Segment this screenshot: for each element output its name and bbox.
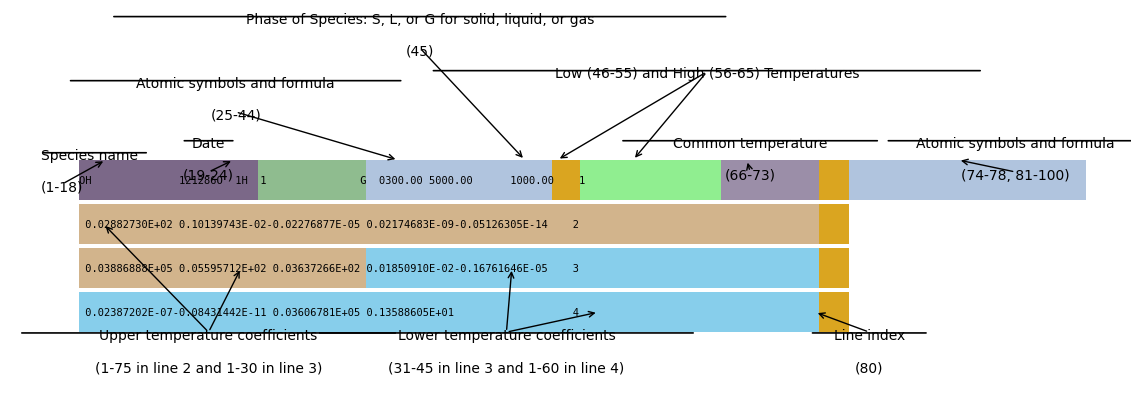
FancyBboxPatch shape [258, 160, 365, 200]
FancyBboxPatch shape [819, 248, 849, 288]
Text: Lower temperature coefficients: Lower temperature coefficients [398, 328, 615, 342]
Text: Date: Date [192, 136, 225, 151]
Text: 0.02387202E-07-0.08431442E-11 0.03606781E+05 0.13588605E+01                   4: 0.02387202E-07-0.08431442E-11 0.03606781… [78, 307, 579, 318]
Text: (80): (80) [855, 360, 883, 374]
Text: Upper temperature coefficients: Upper temperature coefficients [100, 328, 318, 342]
Text: OH              121286O  1H  1               G  0300.00 5000.00      1000.00    : OH 121286O 1H 1 G 0300.00 5000.00 1000.0… [78, 175, 585, 185]
Text: Common temperature: Common temperature [673, 136, 827, 151]
Text: Atomic symbols and formula: Atomic symbols and formula [137, 77, 335, 91]
Text: Low (46-55) and High (56-65) Temperatures: Low (46-55) and High (56-65) Temperature… [554, 67, 860, 81]
Text: (31-45 in line 3 and 1-60 in line 4): (31-45 in line 3 and 1-60 in line 4) [388, 360, 624, 374]
FancyBboxPatch shape [819, 160, 849, 200]
FancyBboxPatch shape [819, 205, 849, 245]
FancyBboxPatch shape [365, 248, 819, 288]
FancyBboxPatch shape [819, 292, 849, 333]
Text: (19-24): (19-24) [183, 168, 234, 183]
FancyBboxPatch shape [365, 160, 552, 200]
Text: (45): (45) [406, 45, 434, 59]
Text: (66-73): (66-73) [725, 168, 776, 183]
FancyBboxPatch shape [722, 160, 819, 200]
FancyBboxPatch shape [78, 248, 365, 288]
FancyBboxPatch shape [580, 160, 722, 200]
FancyBboxPatch shape [78, 205, 819, 245]
Text: (1-75 in line 2 and 1-30 in line 3): (1-75 in line 2 and 1-30 in line 3) [95, 360, 322, 374]
Text: 0.03886888E+05 0.05595712E+02 0.03637266E+02 0.01850910E-02-0.16761646E-05    3: 0.03886888E+05 0.05595712E+02 0.03637266… [78, 263, 579, 273]
FancyBboxPatch shape [78, 292, 819, 333]
Text: Species name: Species name [41, 149, 138, 162]
Text: Phase of Species: S, L, or G for solid, liquid, or gas: Phase of Species: S, L, or G for solid, … [245, 13, 594, 27]
Text: (74-78, 81-100): (74-78, 81-100) [961, 168, 1070, 183]
Text: Line index: Line index [834, 328, 905, 342]
FancyBboxPatch shape [552, 160, 580, 200]
Text: (1-18): (1-18) [41, 181, 83, 194]
Text: (25-44): (25-44) [210, 109, 261, 123]
FancyBboxPatch shape [78, 160, 258, 200]
FancyBboxPatch shape [849, 160, 1086, 200]
Text: 0.02882730E+02 0.10139743E-02-0.02276877E-05 0.02174683E-09-0.05126305E-14    2: 0.02882730E+02 0.10139743E-02-0.02276877… [78, 220, 579, 230]
Text: Atomic symbols and formula: Atomic symbols and formula [916, 136, 1115, 151]
